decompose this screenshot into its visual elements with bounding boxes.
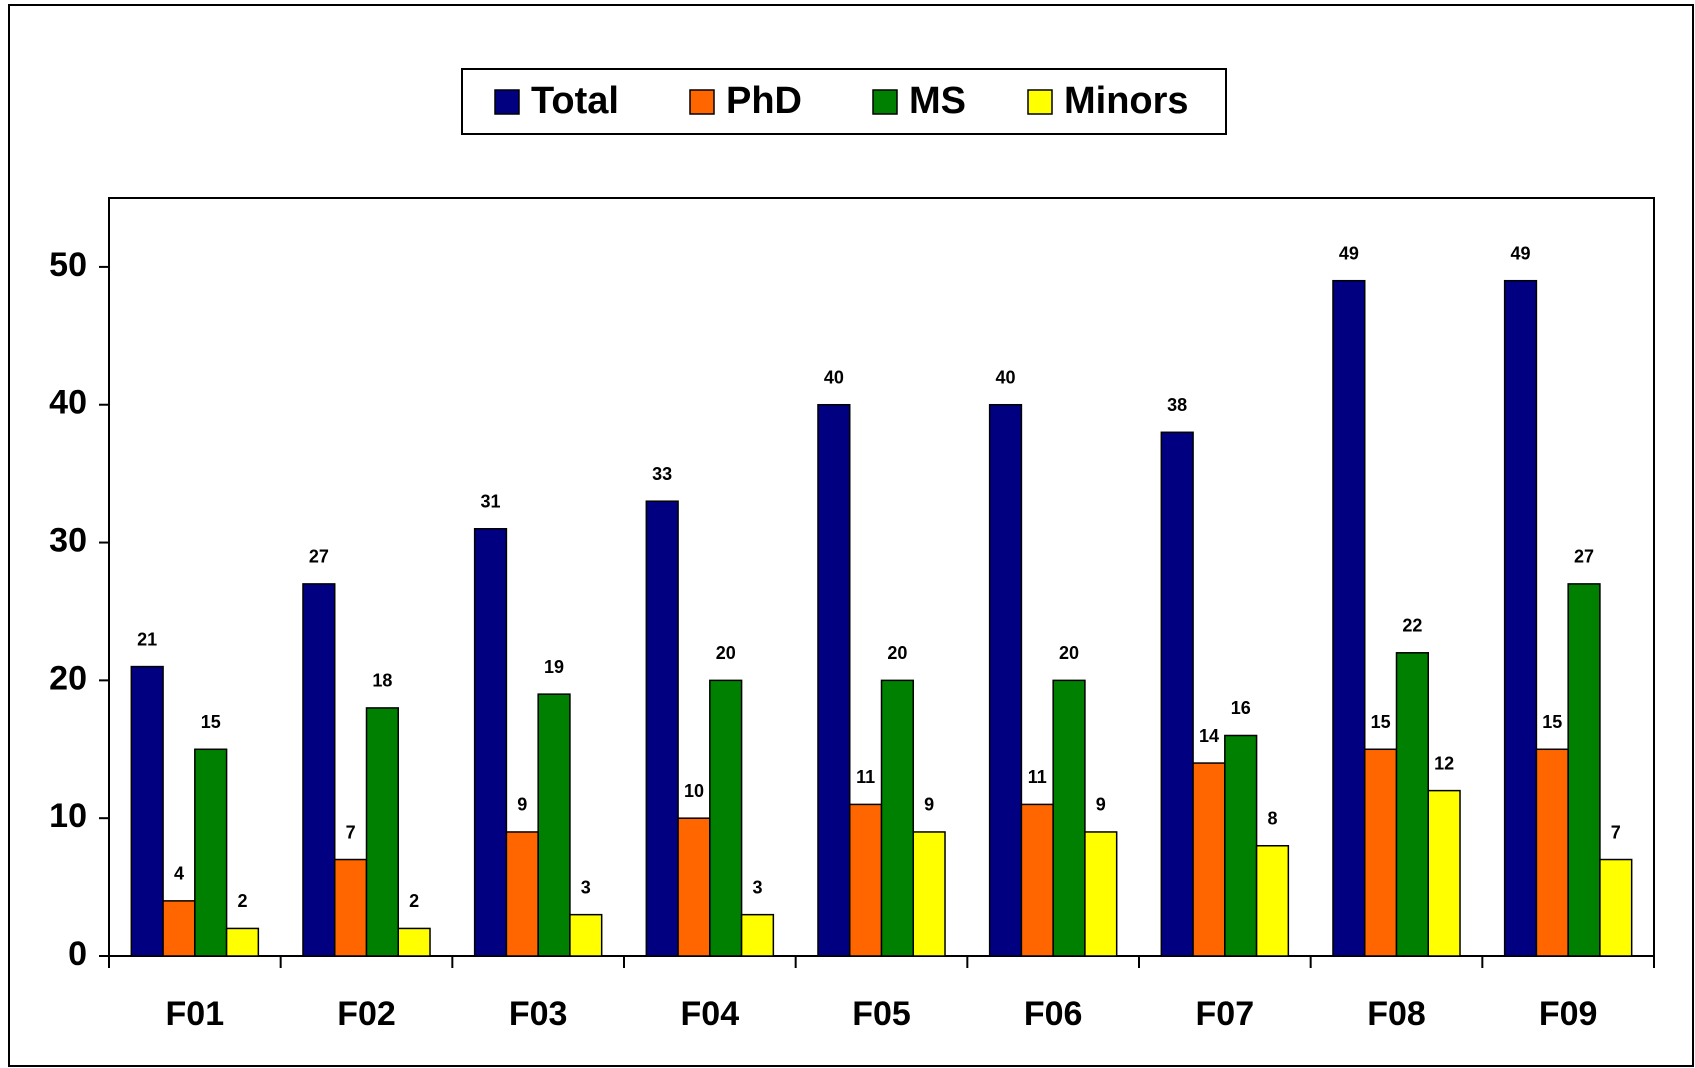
data-label: 19	[544, 657, 564, 677]
legend-swatch	[1027, 89, 1053, 115]
data-label: 11	[856, 767, 875, 787]
data-label: 31	[481, 492, 501, 512]
data-label: 49	[1511, 243, 1531, 263]
bar	[709, 679, 743, 957]
bar	[1052, 679, 1086, 957]
x-tick-label: F07	[1196, 995, 1255, 1033]
data-label: 20	[1059, 643, 1079, 663]
legend-swatch	[689, 89, 715, 115]
bar	[1503, 279, 1538, 957]
data-label: 49	[1339, 243, 1359, 263]
data-label: 9	[924, 795, 934, 815]
bar	[1427, 789, 1461, 957]
y-tick-label: 0	[68, 935, 87, 973]
legend-swatch	[872, 89, 898, 115]
y-tick-label: 20	[49, 659, 87, 697]
bar	[988, 403, 1023, 957]
data-label: 9	[1096, 795, 1106, 815]
y-tick-label: 40	[49, 384, 87, 422]
data-label: 15	[1371, 712, 1391, 732]
data-label: 11	[1028, 767, 1047, 787]
bar	[1599, 858, 1633, 957]
bar	[1255, 844, 1290, 957]
bar	[225, 927, 260, 957]
y-tick-label: 50	[49, 246, 87, 284]
data-label: 10	[684, 781, 704, 801]
data-label: 16	[1231, 698, 1251, 718]
data-label: 7	[1611, 822, 1621, 842]
bar	[677, 817, 711, 957]
x-tick-label: F04	[681, 995, 740, 1033]
bar	[817, 403, 851, 957]
bar	[505, 831, 539, 957]
bar	[473, 528, 508, 957]
data-label: 22	[1402, 616, 1422, 636]
y-tick-label: 30	[49, 522, 87, 560]
data-label: 20	[887, 643, 907, 663]
x-tick-label: F09	[1539, 995, 1598, 1033]
bar	[1332, 279, 1366, 957]
y-tick-label: 10	[49, 797, 87, 835]
data-label: 12	[1434, 753, 1454, 773]
data-label: 3	[752, 877, 762, 897]
bar	[1020, 803, 1054, 957]
data-label: 15	[201, 712, 221, 732]
bar	[1192, 762, 1226, 957]
data-label: 38	[1167, 395, 1187, 415]
data-label: 2	[237, 891, 247, 911]
legend-label: PhD	[726, 80, 802, 122]
data-label: 9	[517, 795, 527, 815]
data-label: 7	[346, 822, 356, 842]
bar	[740, 913, 775, 957]
bar	[537, 693, 571, 957]
data-label: 21	[137, 629, 157, 649]
data-label: 2	[409, 891, 419, 911]
bar	[1395, 652, 1430, 957]
x-tick-label: F02	[337, 995, 396, 1033]
bar	[1224, 734, 1258, 957]
data-label: 33	[652, 464, 672, 484]
bar	[397, 927, 431, 957]
data-label: 3	[581, 877, 591, 897]
bar	[1363, 748, 1398, 957]
x-tick-label: F08	[1367, 995, 1426, 1033]
bar	[848, 803, 883, 957]
legend-swatch	[494, 89, 520, 115]
bar	[1535, 748, 1569, 957]
x-tick-label: F06	[1024, 995, 1083, 1033]
bar	[569, 913, 603, 957]
bar	[194, 748, 228, 957]
bar	[333, 858, 368, 957]
bar	[302, 583, 336, 957]
data-label: 40	[824, 367, 844, 387]
data-label: 27	[1574, 547, 1594, 567]
bar	[162, 900, 196, 957]
data-label: 4	[174, 864, 184, 884]
data-label: 15	[1542, 712, 1562, 732]
bar	[365, 707, 400, 957]
x-tick-label: F01	[166, 995, 225, 1033]
x-tick-label: F03	[509, 995, 568, 1033]
legend-label: Minors	[1064, 80, 1189, 122]
legend-label: MS	[909, 80, 966, 122]
bar	[645, 500, 679, 957]
data-label: 40	[996, 367, 1016, 387]
bar	[1084, 831, 1118, 957]
data-label: 14	[1199, 726, 1219, 746]
bar	[130, 665, 164, 957]
data-label: 8	[1267, 808, 1277, 828]
bar	[880, 679, 915, 957]
legend-box	[461, 68, 1227, 135]
bar	[1567, 583, 1601, 957]
bar	[912, 831, 946, 957]
data-label: 20	[716, 643, 736, 663]
bar	[1160, 431, 1194, 957]
data-label: 27	[309, 547, 329, 567]
x-tick-label: F05	[852, 995, 911, 1033]
legend-label: Total	[531, 80, 619, 122]
data-label: 18	[372, 671, 392, 691]
